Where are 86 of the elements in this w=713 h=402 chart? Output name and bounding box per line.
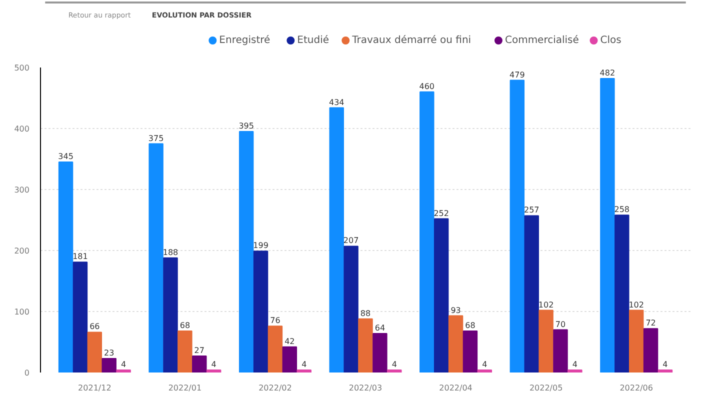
bar (358, 318, 373, 372)
data-label: 181 (72, 252, 88, 262)
legend-label: Travaux démarré ou fini (351, 35, 472, 46)
bar (434, 218, 449, 372)
bar (102, 358, 116, 372)
data-label: 4 (392, 360, 397, 370)
bar (524, 215, 539, 372)
data-label: 72 (646, 318, 656, 328)
data-label: 23 (104, 348, 114, 358)
data-label: 27 (194, 346, 204, 356)
data-label: 4 (121, 360, 126, 370)
bar (477, 370, 492, 372)
bar (238, 131, 254, 372)
y-tick-label: 100 (14, 308, 30, 316)
bar (72, 262, 88, 372)
bar (268, 326, 283, 372)
data-label: 68 (465, 321, 476, 330)
bar (553, 329, 568, 372)
data-label: 207 (343, 236, 359, 246)
y-tick-label: 400 (14, 124, 30, 134)
bar (538, 310, 554, 372)
data-label: 4 (302, 360, 307, 370)
y-tick-label: 200 (14, 246, 30, 256)
data-label: 102 (538, 300, 554, 310)
bar (643, 328, 658, 372)
data-label: 42 (284, 336, 295, 346)
legend-label: Commercialisé (504, 35, 579, 46)
legend-label: Etudié (297, 35, 330, 46)
bar (600, 78, 615, 372)
x-tick-label: 2022/05 (529, 384, 563, 392)
bar (148, 143, 164, 372)
bar (510, 80, 525, 372)
x-tick-label: 2022/03 (348, 384, 382, 392)
data-label: 434 (328, 98, 344, 107)
data-label: 4 (211, 360, 216, 370)
data-label: 4 (572, 360, 578, 370)
bar (658, 370, 673, 372)
data-label: 88 (360, 308, 371, 318)
data-label: 66 (90, 322, 100, 332)
data-label: 479 (510, 70, 525, 80)
bar (329, 107, 344, 372)
bar (448, 315, 464, 372)
bar (206, 370, 222, 372)
bar (253, 250, 268, 372)
x-tick-label: 2022/02 (258, 384, 292, 392)
data-label: 70 (555, 320, 566, 329)
data-label: 76 (270, 316, 280, 326)
bar (178, 330, 192, 372)
data-label: 395 (238, 122, 254, 131)
bar (163, 257, 178, 372)
bar (192, 356, 207, 372)
bar (344, 246, 358, 372)
bar (116, 370, 131, 372)
y-tick-label: 300 (14, 186, 30, 194)
bar (462, 330, 478, 372)
data-label: 64 (374, 323, 386, 332)
data-label: 199 (253, 241, 268, 250)
legend-label: Enregistré (219, 35, 270, 46)
bar (387, 370, 402, 372)
legend-label: Clos (600, 35, 622, 46)
bar (87, 332, 102, 372)
data-label: 102 (628, 300, 644, 310)
bar (628, 310, 644, 372)
data-label: 93 (450, 306, 461, 315)
data-label: 257 (524, 206, 540, 215)
x-tick-label: 2022/06 (620, 384, 653, 392)
bar (58, 162, 74, 372)
x-tick-label: 2021/12 (78, 384, 112, 392)
x-tick-label: 2022/04 (439, 384, 472, 392)
data-label: 68 (180, 321, 190, 330)
y-tick-label: 0 (24, 368, 30, 378)
x-tick-label: 2022/01 (168, 384, 202, 392)
bar (614, 214, 630, 372)
data-label: 4 (662, 360, 668, 370)
data-label: 482 (600, 68, 616, 78)
data-label: 375 (148, 134, 164, 143)
bar (296, 370, 312, 372)
data-label: 4 (482, 360, 488, 370)
data-label: 460 (419, 82, 435, 91)
data-label: 188 (162, 248, 178, 257)
data-label: 345 (58, 152, 74, 162)
bar (420, 91, 434, 372)
bar (282, 346, 298, 372)
bar (372, 332, 388, 372)
y-tick-label: 500 (14, 64, 30, 72)
bar (568, 370, 582, 372)
